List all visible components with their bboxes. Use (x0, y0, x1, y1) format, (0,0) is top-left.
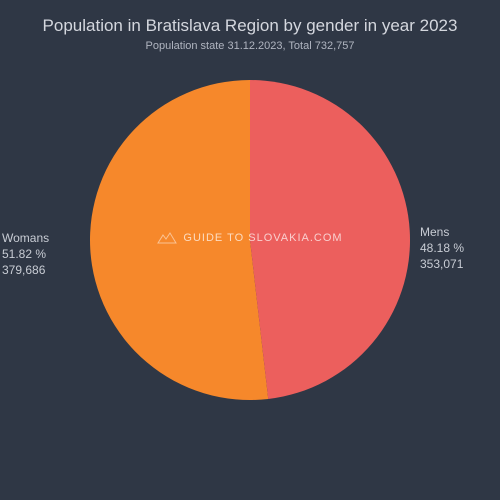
chart-subtitle: Population state 31.12.2023, Total 732,7… (0, 40, 500, 52)
slice-label-mens: Mens 48.18 % 353,071 (420, 224, 464, 273)
pie-slice-mens (250, 80, 410, 399)
pie-svg (90, 80, 410, 400)
pie-slice-womans (90, 80, 268, 400)
slice-value: 379,686 (2, 262, 49, 278)
slice-label-womans: Womans 51.82 % 379,686 (2, 230, 49, 279)
chart-title: Population in Bratislava Region by gende… (0, 16, 500, 36)
slice-value: 353,071 (420, 256, 464, 272)
slice-percent: 51.82 % (2, 246, 49, 262)
slice-percent: 48.18 % (420, 240, 464, 256)
slice-name: Mens (420, 224, 464, 240)
slice-name: Womans (2, 230, 49, 246)
population-pie-chart: Population in Bratislava Region by gende… (0, 0, 500, 500)
